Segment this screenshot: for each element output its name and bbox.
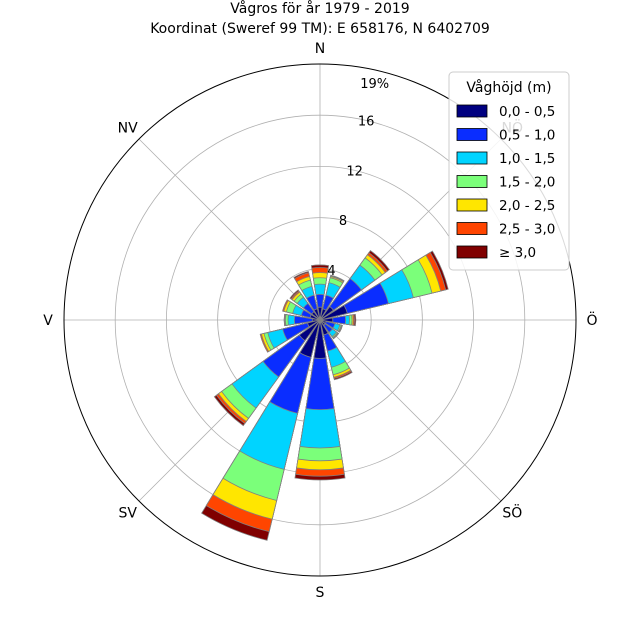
- bar-SSÖ-bin-0: [319, 319, 329, 336]
- radial-tick-labels: 4 8 12 16 19%: [327, 77, 389, 279]
- legend: Våghöjd (m) 0,0 - 0,5 0,5 - 1,0 1,0 - 1,5 1,…: [448, 71, 570, 271]
- legend-swatch: [456, 222, 488, 235]
- legend-label: 0,5 - 1,0: [499, 128, 555, 144]
- bar-N-bin-0: [317, 306, 323, 321]
- legend-label: 2,5 - 3,0: [499, 222, 555, 238]
- bar-NNÖ-bin-0: [319, 308, 327, 321]
- legend-title: Våghöjd (m): [466, 79, 551, 96]
- chart-title-line-2: Koordinat (Sweref 99 TM): E 658176, N 64…: [150, 21, 490, 37]
- legend-label: 1,0 - 1,5: [499, 151, 555, 167]
- compass-label: SÖ: [502, 503, 522, 521]
- compass-label: Ö: [586, 311, 597, 329]
- compass-label: S: [316, 585, 325, 601]
- compass-label: V: [43, 313, 53, 329]
- bar-ÖNÖ-bin-0: [319, 304, 348, 321]
- bar-Ö-bin-0: [319, 317, 334, 323]
- bar-SÖ-bin-0: [319, 319, 326, 326]
- bar-V-bin-1: [294, 315, 321, 325]
- grid-spoke: [138, 138, 321, 321]
- legend-swatch: [456, 151, 488, 165]
- legend-label: 2,0 - 2,5: [499, 198, 555, 214]
- bar-S-bin-0: [313, 319, 327, 359]
- legend-label: ≥ 3,0: [499, 245, 536, 261]
- polar-frame: [63, 63, 577, 577]
- bar-NÖ-bin-0: [319, 305, 335, 321]
- legend-swatch: [456, 245, 488, 259]
- radial-tick-label: 8: [339, 214, 347, 229]
- bar-V-bin-0: [311, 318, 321, 322]
- bar-NV-bin-0: [311, 311, 321, 321]
- bar-S-bin-1: [305, 319, 335, 411]
- grid-spoke: [319, 319, 502, 502]
- radial-tick-label: 4: [327, 264, 335, 279]
- legend-swatch: [456, 198, 488, 212]
- bar-NNV-bin-0: [313, 308, 321, 321]
- legend-box: [448, 71, 570, 271]
- bar-VSV-bin-0: [307, 319, 321, 328]
- legend-swatch: [456, 175, 488, 188]
- legend-label: 1,5 - 2,0: [499, 175, 555, 191]
- compass-label: SV: [118, 505, 137, 521]
- legend-swatch: [456, 104, 488, 118]
- bar-SV-bin-0: [298, 319, 321, 342]
- radial-tick-label: 12: [346, 164, 363, 179]
- radial-tick-label: 19%: [360, 77, 389, 92]
- compass-label: N: [315, 41, 325, 57]
- legend-label: 0,0 - 0,5: [499, 104, 555, 120]
- compass-label: NV: [118, 121, 138, 137]
- radial-tick-label: 16: [358, 114, 375, 129]
- legend-swatch: [456, 128, 488, 141]
- windrose-bars: [201, 250, 449, 541]
- bar-SSV-bin-0: [299, 319, 321, 358]
- chart-title-line-1: Vågros för år 1979 - 2019: [230, 0, 409, 17]
